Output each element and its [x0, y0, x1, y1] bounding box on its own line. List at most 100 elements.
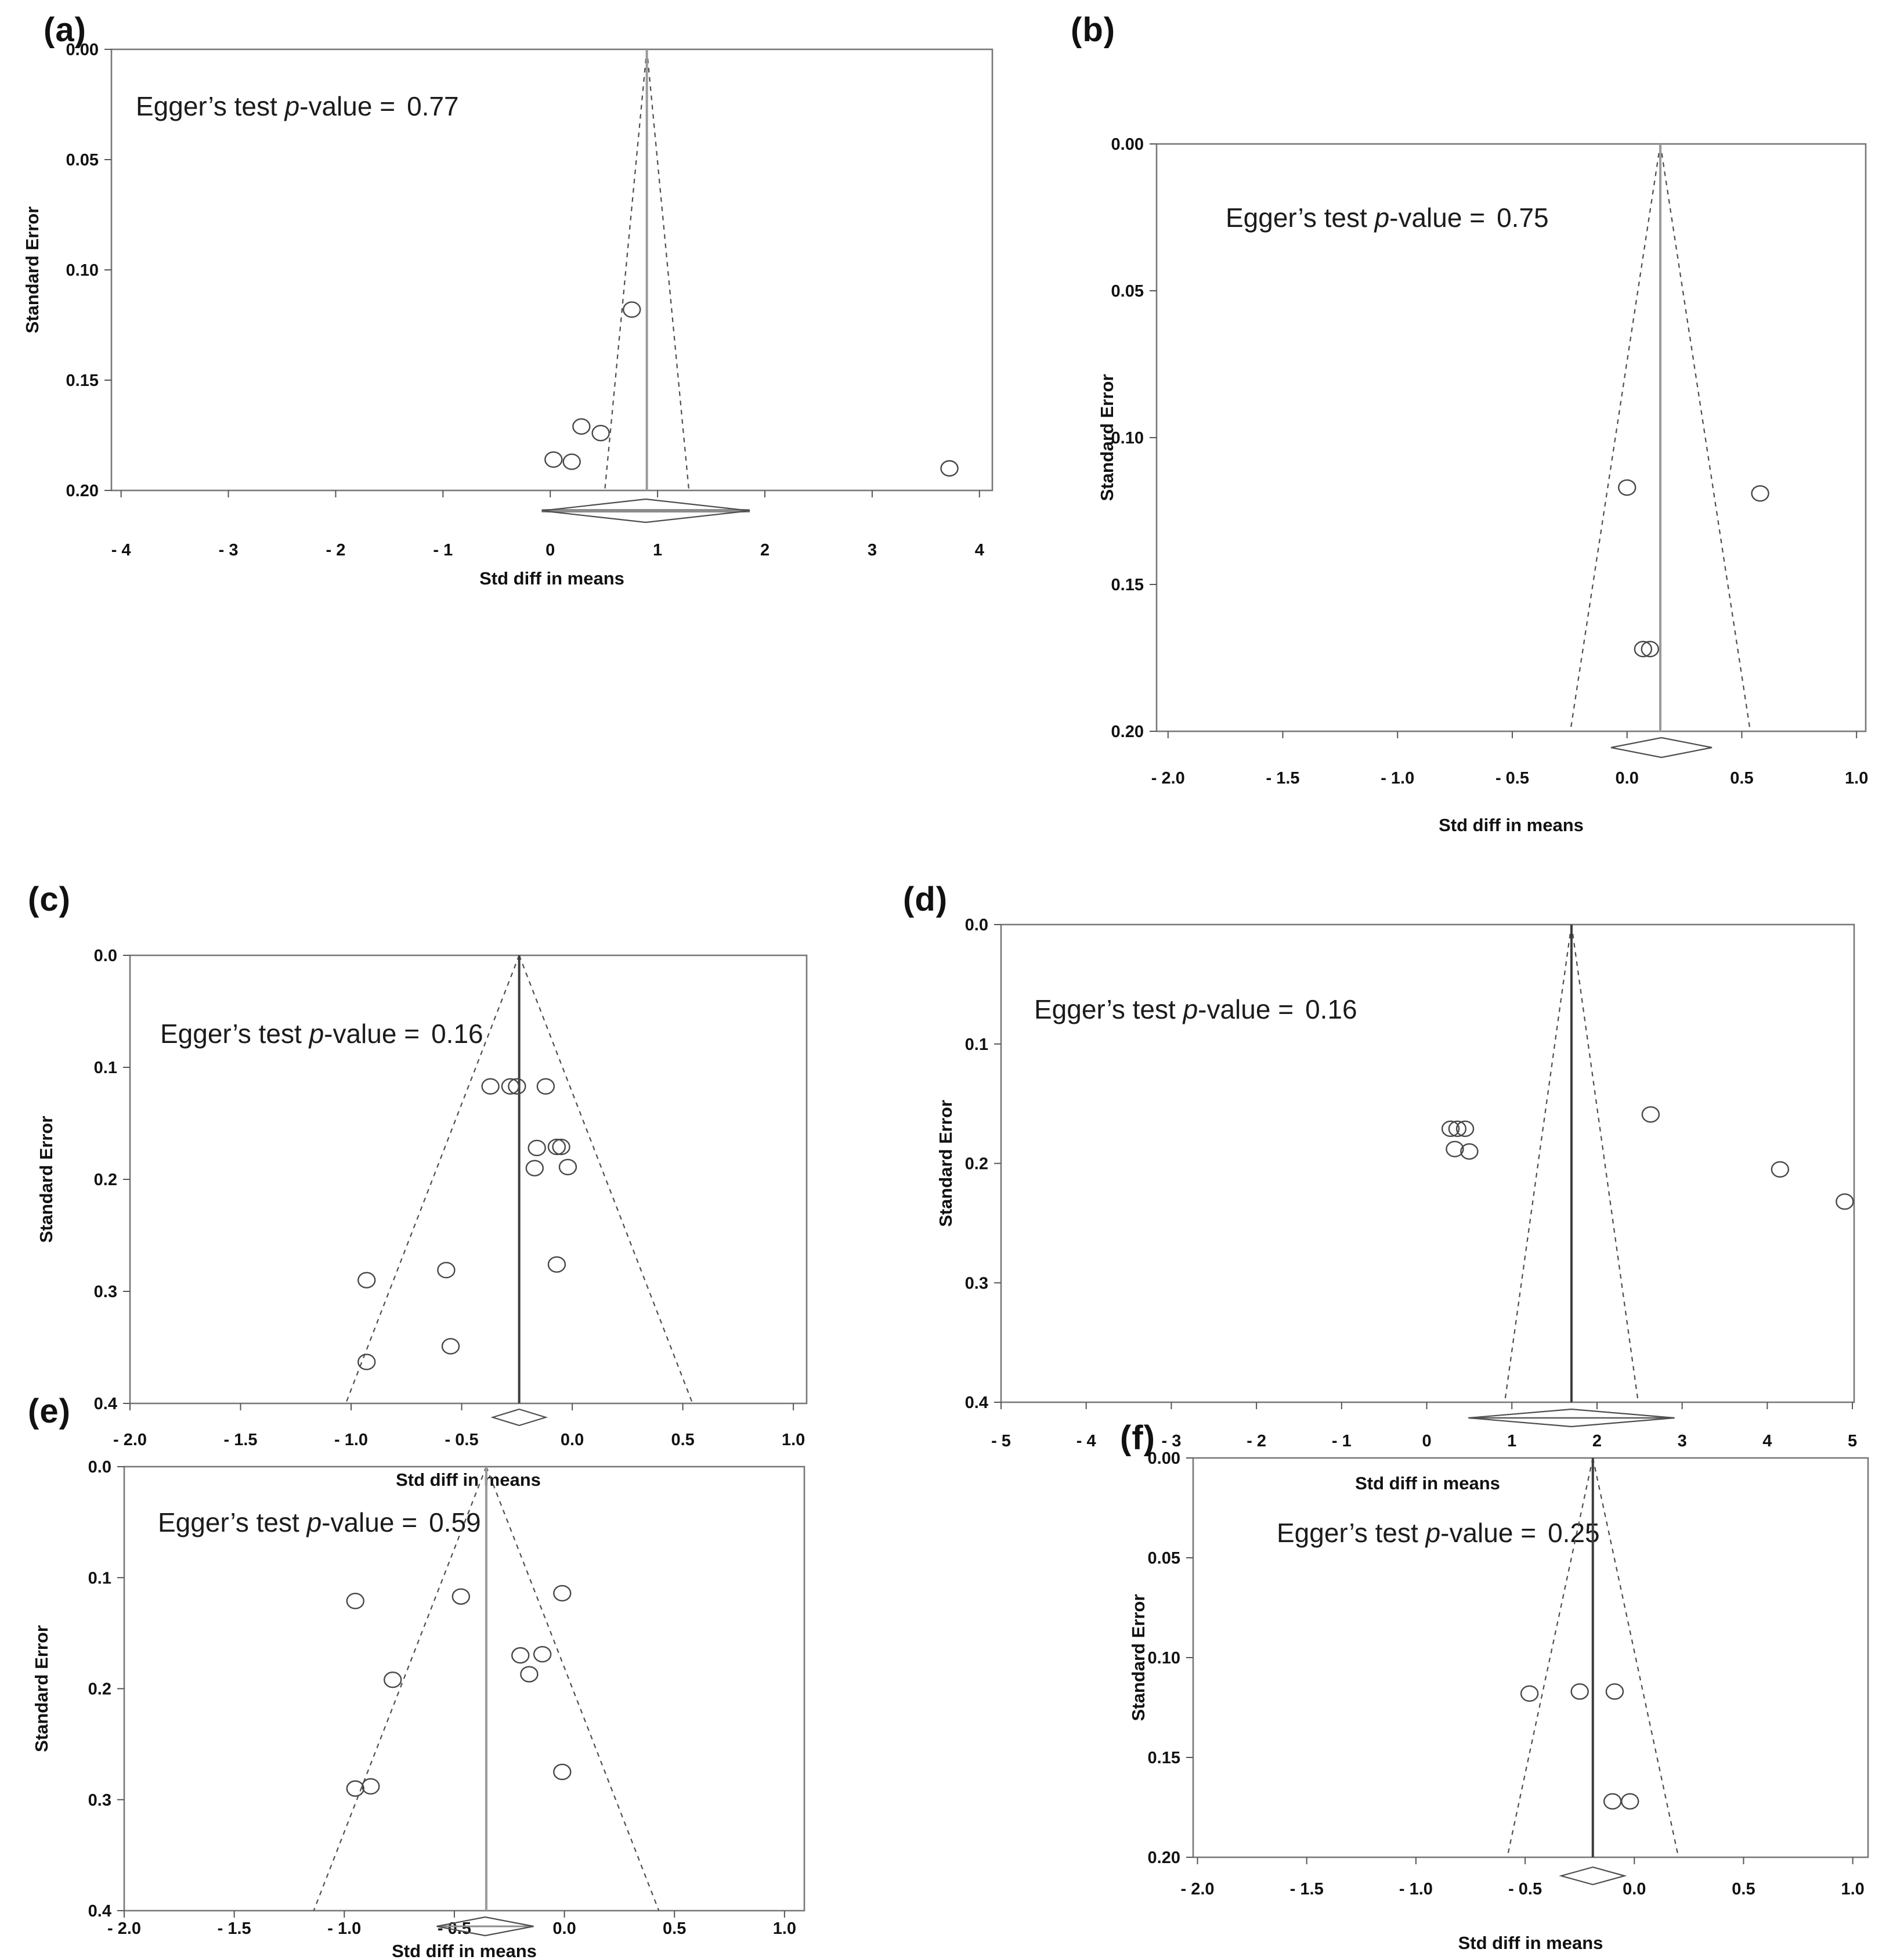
x-tick-label: - 0.5	[1508, 1880, 1542, 1898]
x-tick-label: 1	[1507, 1432, 1516, 1450]
data-point	[1605, 1683, 1624, 1700]
data-point	[533, 1646, 552, 1663]
egger-p-value: 0.75	[1497, 203, 1549, 233]
data-point	[525, 1160, 544, 1176]
data-point	[547, 1256, 566, 1273]
data-point	[544, 451, 563, 468]
y-axis-title: Standard Error	[1128, 1594, 1148, 1721]
data-point	[1621, 1793, 1639, 1810]
panel-label: (a)	[44, 11, 86, 49]
x-tick-label: - 3	[1161, 1432, 1181, 1450]
data-point	[1441, 1120, 1460, 1138]
x-tick-label: 0.5	[1732, 1880, 1755, 1898]
egger-text: Egger’s test	[158, 1507, 307, 1537]
y-tick-label: 0.2	[94, 1171, 117, 1189]
x-tick-label: - 1.0	[1381, 769, 1414, 788]
data-point	[547, 1138, 566, 1156]
y-tick-label: 0.0	[88, 1458, 111, 1477]
data-point	[357, 1353, 376, 1370]
x-tick-label: - 2.0	[1151, 769, 1185, 788]
y-axis-title: Standard Error	[31, 1625, 52, 1752]
x-tick-label: 3	[868, 541, 877, 560]
y-axis-title: Standard Error	[22, 207, 42, 334]
y-tick-label: 0.2	[965, 1155, 988, 1174]
funnel-right-edge	[646, 49, 690, 491]
data-point	[346, 1593, 364, 1609]
x-tick-label: - 2.0	[107, 1919, 141, 1938]
funnel-right-edge	[518, 955, 693, 1404]
funnel-left-edge	[1504, 924, 1573, 1403]
data-point	[553, 1584, 572, 1602]
y-axis-title: Standard Error	[36, 1116, 56, 1243]
egger-test-annotation: Egger’s test p-value = 0.77	[136, 91, 459, 122]
funnel-plot-svg: 0.0 0.1 0.2 0.3 0.4 - 5 - 4 - 3 - 2 - 1 0 1 2 3 4 5 Std …	[935, 916, 1857, 1493]
data-point	[357, 1272, 376, 1288]
egger-p-symbol: p	[306, 1507, 322, 1537]
data-point	[552, 1138, 570, 1156]
y-tick-label: 0.2	[88, 1680, 111, 1699]
y-axis-title: Standard Error	[1097, 374, 1117, 501]
y-tick-label: 0.05	[1111, 282, 1144, 301]
y-tick-label: 0.4	[94, 1395, 117, 1413]
panel-label: (d)	[903, 880, 948, 918]
x-tick-label: 3	[1678, 1432, 1687, 1450]
y-tick-label: 0.05	[1148, 1549, 1180, 1568]
y-tick-label: 0.05	[66, 151, 99, 169]
egger-p-value: 0.25	[1548, 1518, 1600, 1548]
funnel-left-edge	[1569, 143, 1661, 732]
y-tick-label: 0.3	[965, 1274, 988, 1293]
data-point	[1771, 1161, 1790, 1178]
data-point	[623, 301, 641, 318]
x-tick-label: - 0.5	[438, 1919, 471, 1938]
egger-text: Egger’s test	[160, 1019, 309, 1049]
plot-box	[129, 954, 808, 1405]
funnel-left-edge	[604, 49, 648, 491]
x-tick-label: - 1.5	[224, 1431, 258, 1449]
funnel-right-edge	[1659, 143, 1751, 732]
y-tick-label: 0.0	[94, 947, 117, 965]
x-tick-label: 0.0	[1616, 769, 1639, 788]
panel-label: (c)	[28, 880, 71, 918]
egger-p-symbol: p	[1425, 1518, 1441, 1548]
pooled-diamond	[1559, 1866, 1627, 1886]
egger-text: -value =	[324, 1019, 420, 1049]
data-point	[520, 1666, 539, 1683]
egger-text: Egger’s test	[1277, 1518, 1426, 1548]
funnel-plot-svg: 0.0 0.1 0.2 0.3 0.4- 2.0 - 1.5 - 1.0 - 0.5 0.0 0.…	[31, 1458, 805, 1960]
pooled-diamond	[1468, 1408, 1675, 1428]
panel-label: (b)	[1071, 11, 1116, 49]
y-axis-title: Standard Error	[935, 1100, 956, 1227]
egger-p-value: 0.16	[1305, 994, 1357, 1024]
egger-p-symbol: p	[1374, 203, 1390, 233]
x-tick-label: - 1.5	[1290, 1880, 1324, 1898]
x-tick-label: 5	[1848, 1432, 1857, 1450]
x-tick-label: 0	[1422, 1432, 1431, 1450]
x-tick-label: 0.5	[1730, 769, 1753, 788]
egger-p-symbol: p	[1183, 994, 1198, 1024]
x-tick-label: 1.0	[1841, 1880, 1864, 1898]
egger-text: -value =	[1198, 994, 1294, 1024]
x-tick-label: - 0.5	[445, 1431, 479, 1449]
data-point	[1570, 1683, 1589, 1700]
x-tick-label: 2	[760, 541, 770, 560]
data-point	[441, 1338, 460, 1355]
data-point	[511, 1647, 530, 1664]
x-axis-title: Std diff in means	[1458, 1933, 1603, 1953]
y-tick-label: 0.3	[94, 1283, 117, 1301]
y-tick-label: 0.10	[1148, 1649, 1180, 1667]
data-point	[1641, 641, 1659, 658]
x-axis-title: Std diff in means	[1355, 1473, 1500, 1493]
x-tick-label: 0.5	[671, 1431, 694, 1449]
funnel-left-edge	[345, 955, 520, 1404]
data-point	[553, 1763, 572, 1781]
plot-box	[1192, 1457, 1869, 1858]
x-tick-label: 1.0	[773, 1919, 796, 1938]
y-tick-label: 0.3	[88, 1791, 111, 1810]
y-tick-label: 0.15	[1148, 1749, 1180, 1767]
data-point	[528, 1139, 546, 1157]
y-tick-label: 0.10	[1111, 429, 1144, 447]
egger-p-value: 0.59	[429, 1507, 481, 1537]
data-point	[572, 418, 591, 435]
data-point	[1448, 1120, 1467, 1138]
x-axis-title: Std diff in means	[1439, 815, 1584, 835]
